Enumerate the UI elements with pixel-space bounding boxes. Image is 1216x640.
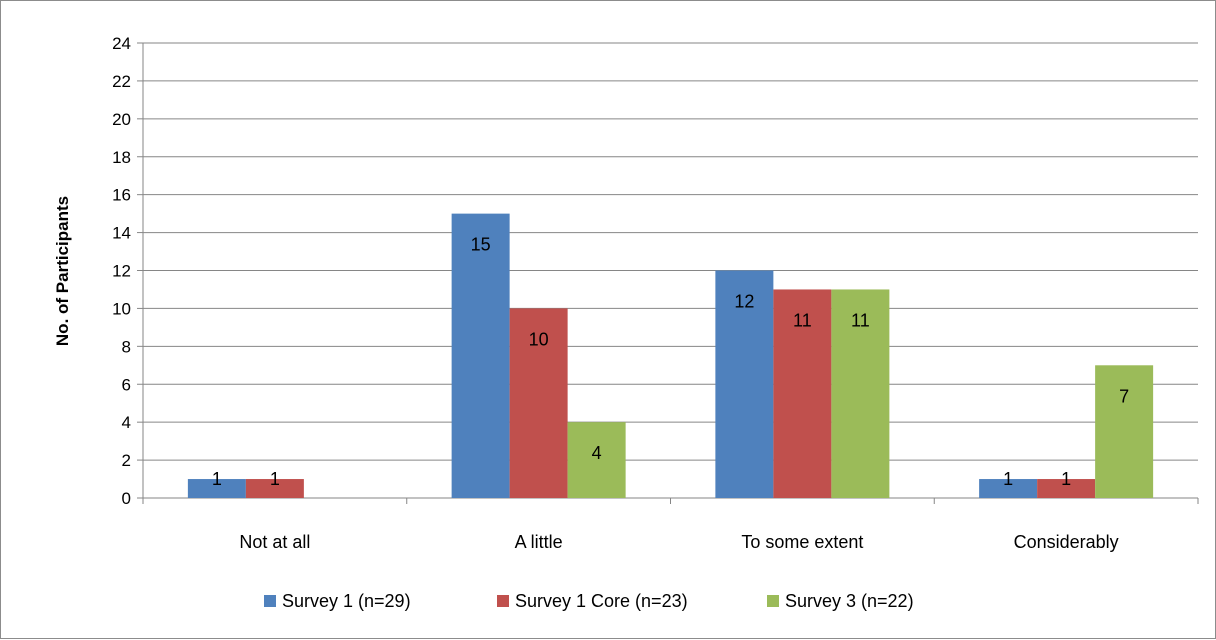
bar xyxy=(567,422,626,498)
data-label: 12 xyxy=(734,292,754,312)
data-label: 11 xyxy=(851,310,870,330)
data-label: 15 xyxy=(471,235,491,255)
y-tick-label: 12 xyxy=(112,262,131,281)
y-tick-label: 18 xyxy=(112,148,131,167)
data-label: 4 xyxy=(592,443,602,463)
bar xyxy=(187,479,246,498)
y-tick-label: 14 xyxy=(112,224,131,243)
legend-label: Survey 3 (n=22) xyxy=(785,591,914,611)
bars xyxy=(187,213,1154,498)
x-category-label: Not at all xyxy=(239,532,310,552)
data-label: 7 xyxy=(1119,386,1129,406)
x-category-label: To some extent xyxy=(741,532,863,552)
bar xyxy=(509,308,568,498)
bar xyxy=(715,270,774,498)
legend-label: Survey 1 Core (n=23) xyxy=(515,591,688,611)
y-tick-label: 0 xyxy=(122,489,131,508)
x-category-labels: Not at all A little To some extent Consider… xyxy=(239,532,1118,552)
legend-label: Survey 1 (n=29) xyxy=(282,591,411,611)
data-label: 11 xyxy=(793,310,812,330)
y-tick-label: 24 xyxy=(112,34,131,53)
data-label: 1 xyxy=(1003,469,1013,489)
y-tick-label: 6 xyxy=(122,375,131,394)
y-tick-label: 20 xyxy=(112,110,131,129)
data-label: 1 xyxy=(270,469,280,489)
x-category-label: Considerably xyxy=(1014,532,1119,552)
data-label: 1 xyxy=(1061,469,1071,489)
bar xyxy=(1037,479,1096,498)
y-tick-label: 22 xyxy=(112,72,131,91)
legend-swatch xyxy=(767,595,779,607)
axes xyxy=(137,42,1199,504)
data-label: 10 xyxy=(529,329,549,349)
y-tick-label: 4 xyxy=(122,413,131,432)
bar xyxy=(773,289,832,498)
data-label: 1 xyxy=(212,469,222,489)
bar xyxy=(245,479,304,498)
gridlines xyxy=(143,42,1198,461)
bar xyxy=(831,289,890,498)
bar xyxy=(979,479,1038,498)
bar xyxy=(1095,365,1154,498)
legend: Survey 1 (n=29) Survey 1 Core (n=23) Surve… xyxy=(264,591,914,611)
y-axis-title: No. of Participants xyxy=(53,196,72,346)
y-tick-label: 8 xyxy=(122,337,131,356)
legend-swatch xyxy=(264,595,276,607)
y-tick-label: 16 xyxy=(112,186,131,205)
bar xyxy=(451,213,510,498)
y-tick-label: 10 xyxy=(112,299,131,318)
y-tick-label: 2 xyxy=(122,451,131,470)
x-category-label: A little xyxy=(515,532,563,552)
legend-swatch xyxy=(497,595,509,607)
